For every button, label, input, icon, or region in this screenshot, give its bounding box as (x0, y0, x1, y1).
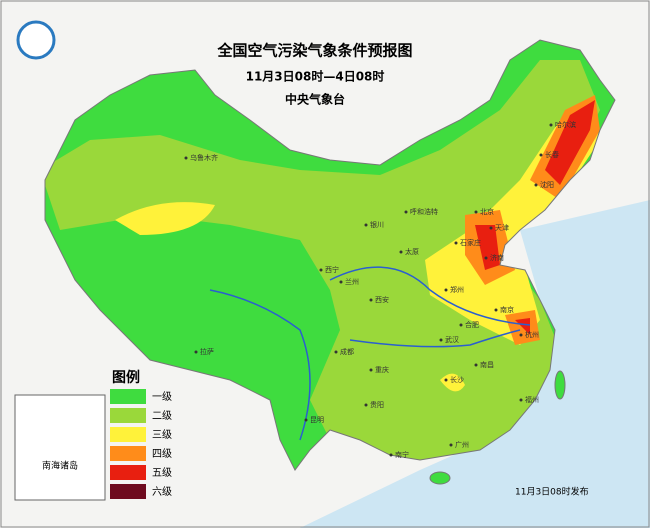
legend-swatch (110, 446, 146, 461)
legend-label: 一级 (152, 391, 172, 403)
city-label: 济南 (490, 253, 504, 262)
city-dot (519, 333, 523, 337)
logo (16, 20, 56, 60)
city-label: 重庆 (375, 365, 389, 374)
subtitle: 11月3日08时—4日08时 (246, 69, 385, 84)
city-label: 太原 (405, 247, 419, 256)
city-label: 哈尔滨 (555, 120, 576, 129)
legend-label: 五级 (152, 467, 172, 479)
city-label: 北京 (480, 207, 494, 216)
sea (300, 200, 650, 528)
footer: 11月3日08时发布 (515, 486, 589, 498)
city-dot (184, 156, 188, 160)
city-label: 南宁 (395, 450, 409, 459)
city-dot (549, 123, 553, 127)
legend-title: 图例 (112, 369, 140, 386)
zone-level5 (475, 100, 595, 335)
city-dot (539, 153, 543, 157)
city-dot (369, 298, 373, 302)
city-dot (364, 223, 368, 227)
city-label: 成都 (340, 347, 354, 356)
city-label: 南昌 (480, 360, 494, 369)
cities: 乌鲁木齐拉萨西宁兰州银川呼和浩特太原石家庄北京天津济南郑州西安成都重庆贵阳昆明南… (184, 120, 576, 459)
rivers (209, 266, 531, 441)
legend-swatch (110, 408, 146, 423)
city-dot (399, 250, 403, 254)
city-label: 长沙 (450, 375, 464, 384)
city-label: 银川 (370, 220, 384, 229)
city-label: 呼和浩特 (410, 207, 438, 216)
legend-swatch (110, 389, 146, 404)
city-dot (494, 308, 498, 312)
city-dot (459, 323, 463, 327)
city-dot (364, 403, 368, 407)
city-label: 兰州 (345, 277, 359, 286)
city-dot (444, 378, 448, 382)
legend-label: 四级 (152, 448, 172, 460)
city-label: 长春 (545, 150, 559, 159)
city-dot (484, 256, 488, 260)
city-label: 昆明 (310, 416, 324, 424)
issuer: 中央气象台 (285, 92, 345, 107)
city-dot (389, 453, 393, 457)
city-dot (534, 183, 538, 187)
city-dot (334, 350, 338, 354)
inset (14, 394, 106, 501)
zone-level3 (115, 100, 600, 392)
city-label: 拉萨 (200, 347, 214, 356)
taiwan (554, 370, 566, 400)
city-dot (474, 210, 478, 214)
city-dot (454, 241, 458, 245)
city-dot (439, 338, 443, 342)
city-label: 乌鲁木齐 (190, 153, 218, 162)
city-dot (319, 268, 323, 272)
city-label: 沈阳 (540, 180, 554, 189)
city-label: 西宁 (325, 265, 339, 274)
city-dot (404, 210, 408, 214)
title: 全国空气污染气象条件预报图 (216, 42, 412, 60)
city-dot (449, 443, 453, 447)
legend-swatch (110, 465, 146, 480)
city-dot (444, 288, 448, 292)
inset-label: 南海诸岛 (42, 460, 78, 472)
city-label: 福州 (525, 395, 539, 404)
legend-label: 三级 (152, 429, 172, 441)
city-dot (339, 280, 343, 284)
legend-swatch (110, 484, 146, 499)
city-label: 南京 (500, 305, 514, 314)
city-label: 武汉 (445, 335, 459, 344)
city-label: 杭州 (525, 330, 539, 339)
legend-swatch (110, 427, 146, 442)
city-dot (474, 363, 478, 367)
city-label: 石家庄 (460, 238, 481, 247)
city-label: 天津 (495, 224, 509, 232)
city-dot (304, 418, 308, 422)
city-dot (489, 226, 493, 230)
hainan (429, 471, 451, 485)
city-dot (194, 350, 198, 354)
zone-level2 (45, 60, 600, 460)
city-label: 贵阳 (370, 400, 384, 409)
city-dot (519, 398, 523, 402)
city-label: 郑州 (450, 286, 464, 294)
legend-label: 六级 (152, 486, 172, 498)
city-dot (369, 368, 373, 372)
legend-label: 二级 (152, 410, 172, 422)
city-label: 广州 (455, 440, 469, 449)
city-label: 合肥 (465, 320, 479, 329)
city-label: 西安 (375, 295, 389, 304)
